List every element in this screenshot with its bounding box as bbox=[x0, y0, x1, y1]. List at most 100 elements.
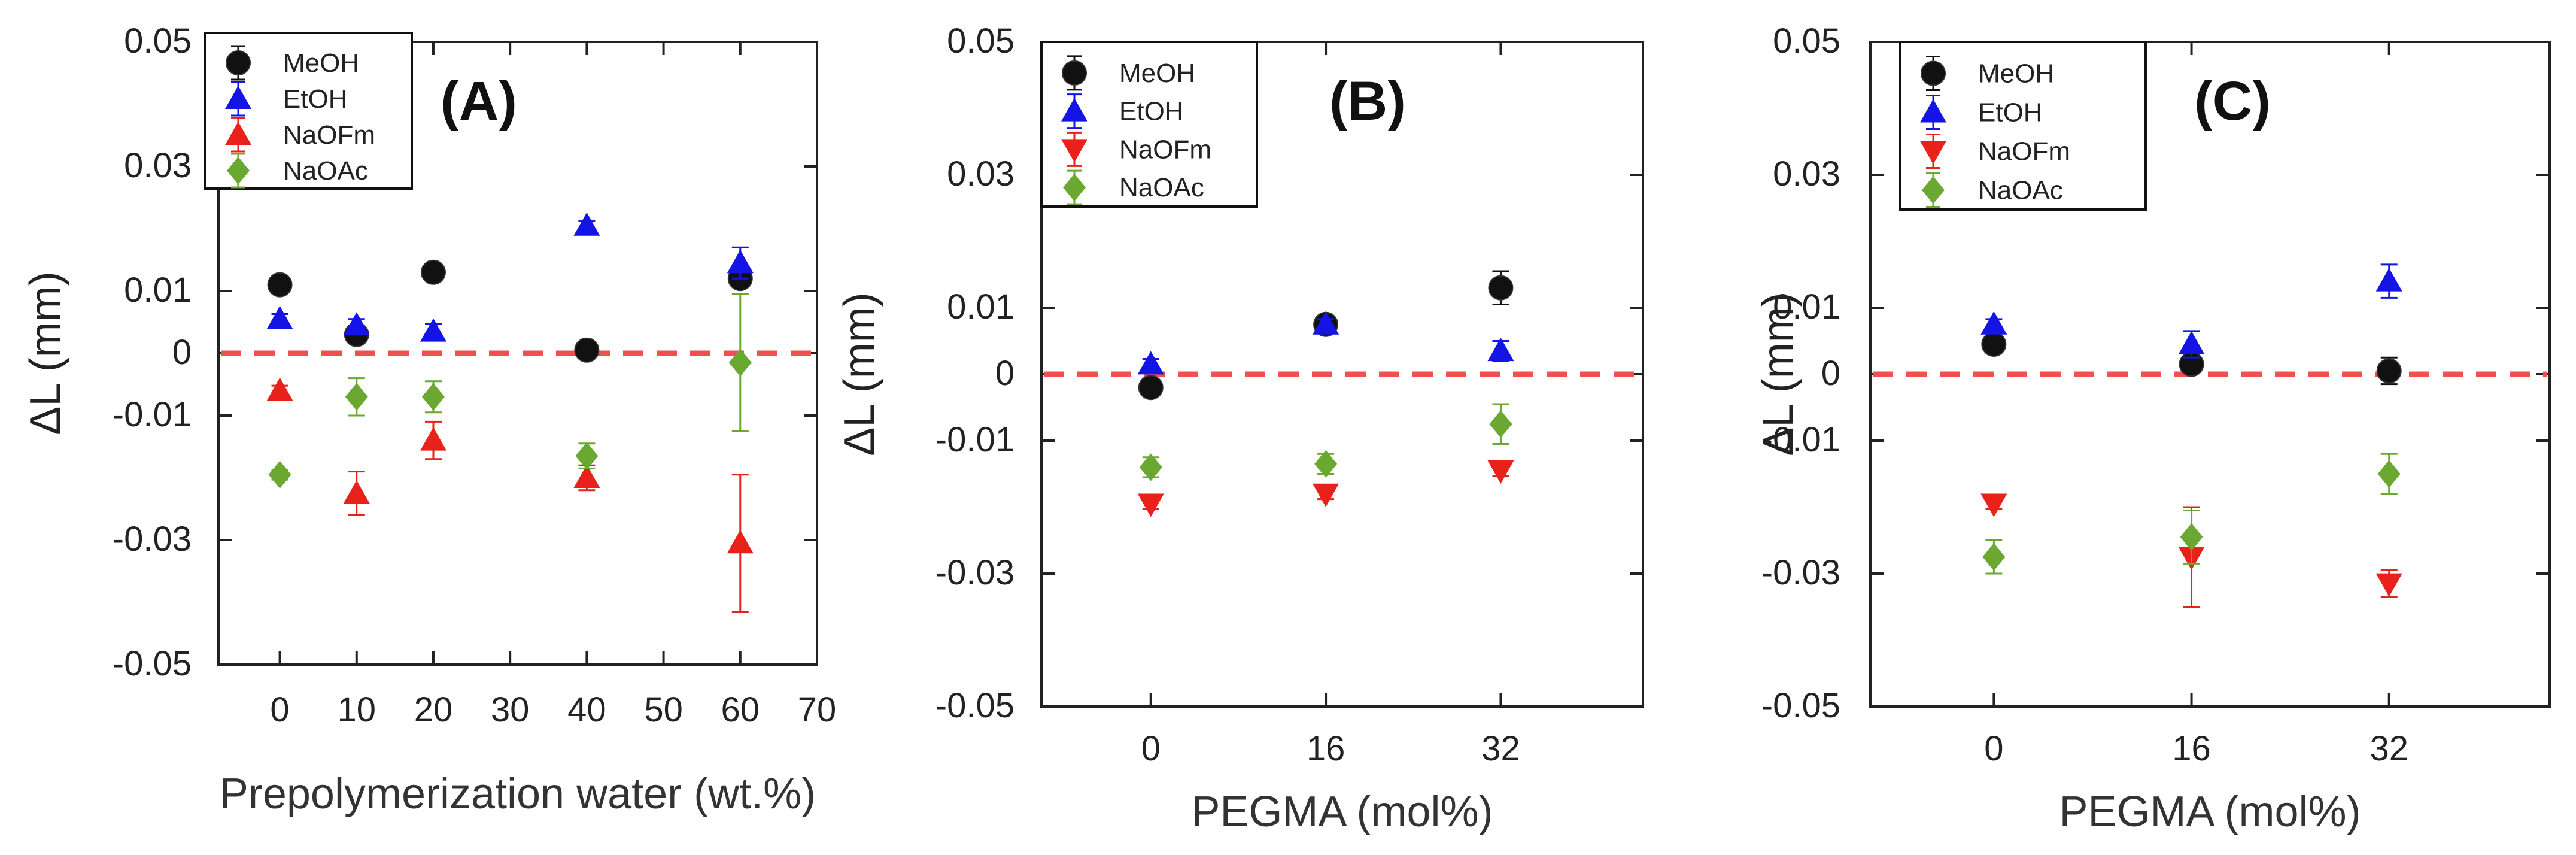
y-tick-label: 0 bbox=[1821, 354, 1840, 393]
data-point bbox=[1139, 453, 1162, 481]
series-meoh bbox=[267, 259, 753, 363]
data-point bbox=[574, 337, 600, 363]
legend-label: NaOFm bbox=[1978, 137, 2070, 166]
data-point bbox=[421, 383, 445, 411]
y-tick-label: -0.03 bbox=[113, 520, 192, 559]
data-point bbox=[420, 427, 446, 451]
data-point bbox=[727, 250, 754, 274]
data-point bbox=[1063, 174, 1086, 202]
y-tick-label: -0.05 bbox=[113, 644, 192, 683]
data-point bbox=[2180, 523, 2203, 551]
data-point bbox=[1313, 311, 1339, 335]
data-point bbox=[1061, 139, 1087, 163]
legend-label: NaOFm bbox=[283, 120, 375, 150]
series-naoac bbox=[1139, 403, 1512, 481]
y-tick-label: -0.01 bbox=[113, 395, 192, 434]
y-tick-label: 0.05 bbox=[1773, 22, 1840, 60]
x-tick-label: 10 bbox=[338, 690, 376, 729]
x-tick-label: 60 bbox=[721, 690, 760, 729]
series-naoac bbox=[1982, 453, 2401, 575]
y-tick-label: -0.03 bbox=[1761, 553, 1840, 592]
data-point bbox=[226, 50, 251, 75]
data-point bbox=[2375, 573, 2402, 597]
legend-label: MeOH bbox=[1119, 59, 1195, 88]
data-point bbox=[1314, 450, 1338, 478]
data-point bbox=[266, 377, 293, 401]
y-tick-label: 0 bbox=[172, 333, 192, 372]
panel-label: (A) bbox=[441, 71, 517, 132]
data-point bbox=[1487, 460, 1514, 484]
data-point bbox=[225, 86, 251, 109]
y-tick-label: 0.03 bbox=[124, 146, 192, 185]
data-point bbox=[573, 465, 600, 488]
y-tick-label: 0.01 bbox=[124, 271, 192, 310]
y-tick-label: -0.01 bbox=[935, 420, 1014, 459]
legend: MeOH EtOH NaOFm NaOAc bbox=[204, 32, 413, 190]
x-tick-label: 40 bbox=[567, 690, 606, 729]
data-point bbox=[1921, 60, 1946, 86]
y-tick-label: 0.03 bbox=[1773, 154, 1840, 193]
y-tick-label: -0.05 bbox=[935, 686, 1014, 725]
legend-label: EtOH bbox=[1978, 98, 2043, 128]
y-tick-label: 0.01 bbox=[1773, 287, 1840, 326]
legend: MeOH EtOH NaOFm NaOAc bbox=[1040, 41, 1258, 208]
x-axis-label: PEGMA (mol%) bbox=[1191, 788, 1493, 836]
series-meoh bbox=[1138, 270, 1514, 401]
x-tick-label: 20 bbox=[414, 690, 453, 729]
data-point bbox=[1980, 493, 2007, 517]
y-axis-label: ΔL (mm) bbox=[1754, 292, 1802, 456]
y-tick-label: 0.05 bbox=[947, 22, 1014, 60]
data-point bbox=[2375, 268, 2402, 292]
data-point bbox=[1982, 543, 2006, 571]
data-point bbox=[1922, 176, 1945, 204]
y-tick-label: -0.05 bbox=[1761, 686, 1840, 725]
x-tick-label: 16 bbox=[1307, 729, 1345, 768]
data-point bbox=[2376, 358, 2402, 384]
data-point bbox=[266, 305, 293, 329]
panel-label: (B) bbox=[1329, 71, 1406, 132]
panel-label: (C) bbox=[2194, 71, 2271, 132]
x-tick-label: 30 bbox=[491, 690, 530, 729]
data-point bbox=[1138, 375, 1164, 401]
data-point bbox=[1137, 493, 1164, 517]
legend: MeOH EtOH NaOFm NaOAc bbox=[1899, 41, 2147, 211]
data-point bbox=[2377, 460, 2401, 488]
legend-label: NaOAc bbox=[1119, 173, 1204, 202]
data-point bbox=[575, 442, 599, 470]
data-point bbox=[1488, 275, 1514, 301]
series-naoac bbox=[268, 293, 752, 489]
legend-label: MeOH bbox=[1978, 59, 2054, 89]
series-etoh bbox=[1980, 263, 2402, 359]
data-point bbox=[727, 530, 754, 554]
x-tick-label: 32 bbox=[1481, 729, 1520, 768]
data-point bbox=[728, 348, 752, 377]
data-point bbox=[1980, 311, 2007, 335]
data-point bbox=[1137, 351, 1164, 375]
y-tick-label: 0.03 bbox=[947, 154, 1014, 193]
data-point bbox=[2178, 331, 2205, 355]
x-tick-label: 50 bbox=[644, 690, 683, 729]
data-point bbox=[267, 272, 293, 298]
y-tick-label: 0.05 bbox=[124, 22, 192, 60]
data-point bbox=[1489, 410, 1512, 438]
x-tick-label: 0 bbox=[270, 690, 289, 729]
series-naofm bbox=[1137, 460, 1514, 517]
y-tick-label: 0.01 bbox=[947, 287, 1014, 326]
data-point bbox=[345, 383, 368, 411]
x-axis-label: PEGMA (mol%) bbox=[2059, 788, 2361, 836]
chart-panel-1: -0.05 -0.03 -0.01 0 0.01 0.03 0.05 0 10 20 30 40 50 6… bbox=[22, 22, 836, 818]
y-axis-label: ΔL (mm) bbox=[836, 292, 883, 456]
data-point bbox=[1313, 483, 1339, 507]
x-tick-label: 0 bbox=[1141, 729, 1161, 768]
x-axis-label: Prepolymerization water (wt.%) bbox=[220, 770, 816, 818]
data-point bbox=[1981, 332, 2007, 357]
y-tick-label: 0 bbox=[995, 354, 1014, 393]
x-tick-label: 0 bbox=[1984, 729, 2003, 768]
series-etoh bbox=[1137, 311, 1514, 375]
x-tick-label: 70 bbox=[798, 690, 837, 729]
data-point bbox=[1920, 141, 1946, 165]
data-point bbox=[1061, 98, 1087, 122]
data-point bbox=[343, 312, 370, 336]
